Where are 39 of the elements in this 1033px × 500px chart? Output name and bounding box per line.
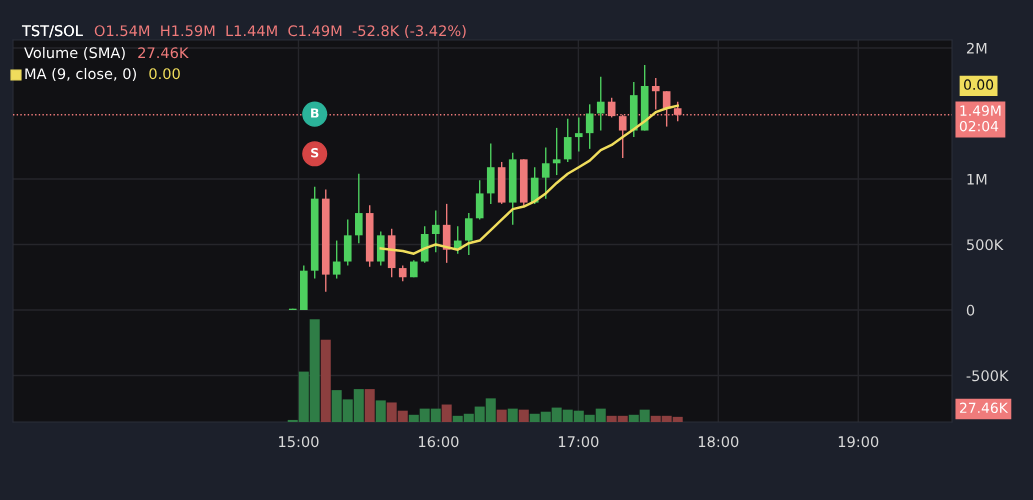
- x-tick-label: 15:00: [279, 436, 319, 448]
- bar: [507, 408, 518, 422]
- x-tick-label: 18:00: [698, 436, 739, 448]
- candlestick: [552, 127, 561, 176]
- bar: [320, 339, 331, 422]
- bar: [518, 409, 529, 422]
- bar: [364, 389, 375, 422]
- x-tick-label: 16:00: [419, 436, 459, 448]
- candlestick: [651, 77, 660, 111]
- candlestick: [332, 239, 341, 280]
- annotation: 27.46K: [138, 47, 189, 59]
- candlestick: [354, 173, 363, 244]
- bar: [375, 400, 386, 422]
- candlestick: [563, 118, 572, 163]
- candlestick: [574, 116, 583, 153]
- text: Volume (SMA): [24, 46, 125, 60]
- x-tick-label: 17:00: [558, 436, 599, 448]
- annotation: S: [311, 148, 319, 158]
- text: 0.00: [964, 79, 994, 90]
- x-tick-label: 19:00: [838, 436, 879, 448]
- candlestick: [585, 103, 594, 150]
- chart-title: TST/SOL: [21, 25, 83, 38]
- ref-line-label: 1.49M 02:04: [959, 105, 1001, 132]
- bar: [441, 404, 452, 422]
- y-tick-label: 500K: [967, 239, 1004, 251]
- annotation: B: [311, 108, 319, 118]
- candlestick: [541, 146, 550, 200]
- text: 27.46K: [959, 402, 1009, 414]
- annotation: 0.00: [149, 68, 180, 80]
- y-tick-label: 0: [966, 304, 975, 316]
- bar: [496, 409, 507, 422]
- y-tick-label: -500K: [966, 370, 1009, 382]
- y-tick-label: 2M: [966, 42, 987, 54]
- candlestick: [464, 212, 473, 256]
- candlestick: [596, 76, 605, 132]
- legend-label: MA (9, close, 0): [25, 67, 136, 81]
- chart-subtitle: O1.54M H1.59M L1.44M C1.49M -52.8K (-3.42%): [94, 24, 466, 38]
- candlestick: [431, 209, 440, 254]
- y-tick-label: 1M: [967, 173, 987, 185]
